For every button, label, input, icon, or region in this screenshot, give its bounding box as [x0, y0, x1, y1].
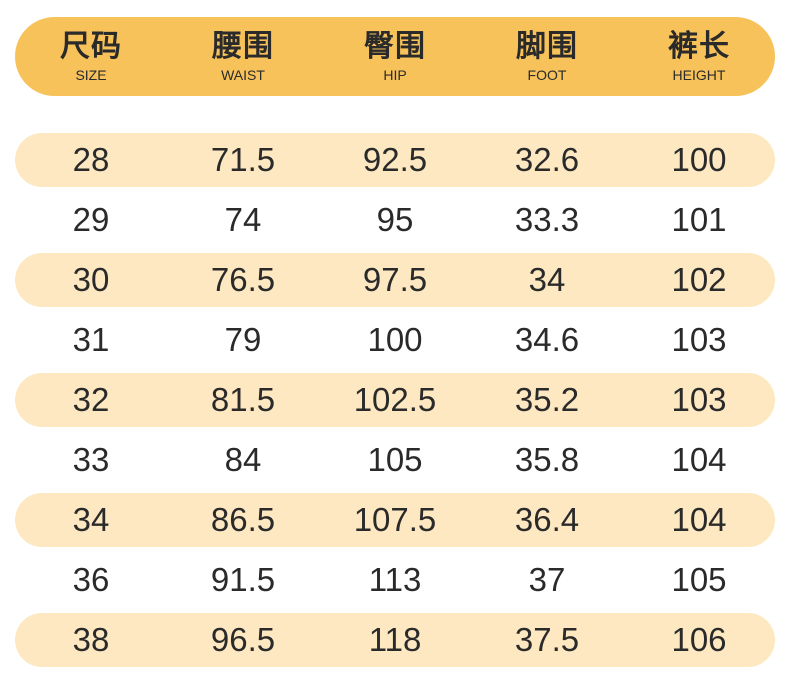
cell-foot: 34: [528, 261, 566, 298]
cell-hip: 102.5: [353, 381, 437, 418]
cell-size: 33: [72, 441, 110, 478]
header-label-cn: 臀围: [364, 28, 426, 64]
table-row: 30 76.5 97.5 34 102: [15, 253, 775, 307]
cell-height: 102: [671, 261, 727, 298]
cell-foot: 35.8: [514, 441, 580, 478]
header-label-en: FOOT: [527, 66, 567, 83]
table-row: 28 71.5 92.5 32.6 100: [15, 133, 775, 187]
cell-foot: 33.3: [514, 201, 580, 238]
cell-foot: 37: [528, 561, 566, 598]
table-row: 32 81.5 102.5 35.2 103: [15, 373, 775, 427]
cell-height: 105: [671, 561, 727, 598]
cell-foot: 36.4: [514, 501, 580, 538]
cell-foot: 34.6: [514, 321, 580, 358]
header-label-en: WAIST: [221, 66, 265, 83]
cell-size: 30: [72, 261, 110, 298]
header-label-cn: 脚围: [516, 28, 578, 64]
cell-size: 32: [72, 381, 110, 418]
header-label-en: HIP: [383, 66, 407, 83]
table-row: 34 86.5 107.5 36.4 104: [15, 493, 775, 547]
cell-waist: 74: [224, 201, 262, 238]
size-chart-body: 28 71.5 92.5 32.6 100 29 74 95 33.3 101 …: [15, 130, 775, 670]
cell-waist: 86.5: [210, 501, 276, 538]
header-label-en: SIZE: [75, 66, 107, 83]
cell-size: 31: [72, 321, 110, 358]
table-row: 29 74 95 33.3 101: [15, 190, 775, 250]
header-label-cn: 尺码: [60, 28, 122, 64]
cell-hip: 107.5: [353, 501, 437, 538]
header-height: 裤长 HEIGHT: [623, 17, 775, 96]
cell-waist: 79: [224, 321, 262, 358]
cell-hip: 100: [367, 321, 423, 358]
cell-height: 106: [671, 621, 727, 658]
cell-hip: 95: [376, 201, 414, 238]
cell-waist: 84: [224, 441, 262, 478]
header-size: 尺码 SIZE: [15, 17, 167, 96]
cell-height: 103: [671, 381, 727, 418]
cell-hip: 118: [368, 621, 422, 658]
header-label-cn: 裤长: [668, 28, 730, 64]
header-label-cn: 腰围: [212, 28, 274, 64]
cell-hip: 105: [367, 441, 423, 478]
cell-height: 104: [671, 441, 727, 478]
table-row: 36 91.5 113 37 105: [15, 550, 775, 610]
table-row: 38 96.5 118 37.5 106: [15, 613, 775, 667]
cell-size: 28: [72, 141, 110, 178]
table-row: 31 79 100 34.6 103: [15, 310, 775, 370]
cell-foot: 37.5: [514, 621, 580, 658]
header-waist: 腰围 WAIST: [167, 17, 319, 96]
cell-waist: 81.5: [210, 381, 276, 418]
cell-height: 103: [671, 321, 727, 358]
cell-height: 101: [671, 201, 727, 238]
table-row: 33 84 105 35.8 104: [15, 430, 775, 490]
cell-foot: 32.6: [514, 141, 580, 178]
cell-height: 100: [671, 141, 727, 178]
header-foot: 脚围 FOOT: [471, 17, 623, 96]
cell-size: 36: [72, 561, 110, 598]
cell-waist: 71.5: [210, 141, 276, 178]
size-chart-header: 尺码 SIZE 腰围 WAIST 臀围 HIP 脚围 FOOT 裤长 HEIGH…: [15, 17, 775, 96]
cell-hip: 113: [368, 561, 422, 598]
cell-waist: 96.5: [210, 621, 276, 658]
cell-hip: 97.5: [362, 261, 428, 298]
cell-foot: 35.2: [514, 381, 580, 418]
cell-size: 29: [72, 201, 110, 238]
cell-hip: 92.5: [362, 141, 428, 178]
cell-waist: 91.5: [210, 561, 276, 598]
cell-size: 38: [72, 621, 110, 658]
header-hip: 臀围 HIP: [319, 17, 471, 96]
cell-size: 34: [72, 501, 110, 538]
header-label-en: HEIGHT: [672, 66, 726, 83]
cell-height: 104: [671, 501, 727, 538]
cell-waist: 76.5: [210, 261, 276, 298]
